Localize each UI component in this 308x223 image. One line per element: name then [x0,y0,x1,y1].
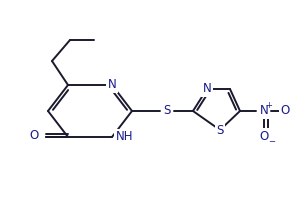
Text: O: O [30,129,39,142]
Text: O: O [280,105,290,118]
Text: NH: NH [116,130,133,143]
Text: O: O [259,130,269,142]
Text: +: + [265,101,273,109]
Text: S: S [163,105,171,118]
Text: −: − [269,138,275,147]
Text: N: N [203,83,211,95]
Text: S: S [216,124,224,136]
Text: N: N [107,78,116,91]
Text: N: N [260,105,268,118]
